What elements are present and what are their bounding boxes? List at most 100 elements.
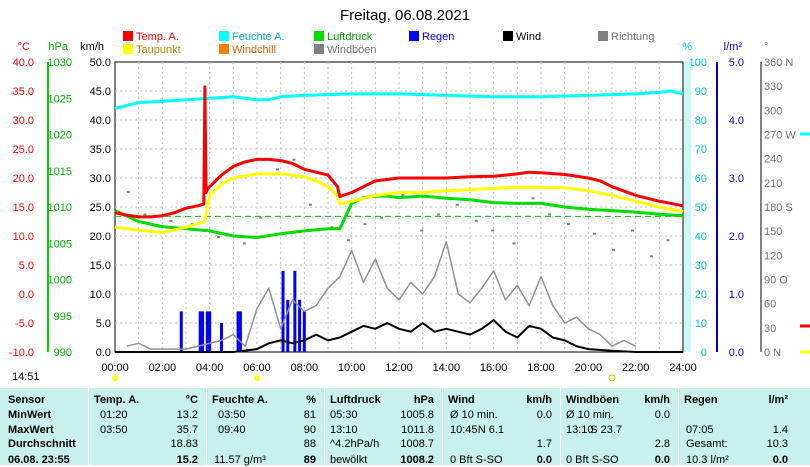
pressure-tick-label: 1000 [48,275,72,287]
humidity-header: Feuchte A. [212,394,268,406]
direction-point [275,168,279,171]
humidity-unit: % [682,41,692,53]
humidity-tick-label: 10 [695,318,707,330]
legend-label: Taupunkt [136,44,181,56]
temp-tick-label: 35.0 [13,86,34,98]
direction-tick-label: 330 [764,81,782,93]
rain-tick-label: 5.0 [729,57,744,69]
direction-tick-label: 120 [764,250,782,262]
temp-tick-label: 10.0 [13,231,34,243]
x-tick-label: 14:00 [433,362,461,374]
humidity-time: 03:50 [218,409,246,421]
legend-swatch [409,31,419,41]
humidity-time: 09:40 [218,424,246,436]
rain-bar [293,270,297,352]
x-tick-label: 04:00 [196,362,224,374]
temp-tick-label: 0.0 [19,289,34,301]
legend-swatch [314,31,324,41]
humidity-absolute: 11.57 g/m³ [214,454,266,466]
direction-point [420,229,424,232]
legend-label: Wind [516,31,542,43]
pressure-tick-label: 995 [54,311,72,323]
rain-bar [198,311,202,352]
wind-tick-label: 30.0 [90,173,111,185]
wind-label: 10:45 [450,424,478,436]
direction-tick-label: 210 [764,178,782,190]
pressure-value: 1008.7 [400,438,434,450]
humidity-tick-label: 100 [689,57,707,69]
sunset-marker [608,374,616,382]
direction-point [309,203,313,206]
rain-bar [302,311,306,352]
legend-item: Regen [409,31,454,44]
wind-value: 0.0 [536,409,552,421]
humidity-value: 89 [303,454,316,466]
legend-swatch [219,31,229,41]
wind-label: Ø 10 min. [450,409,498,421]
wind-tick-label: 50.0 [90,57,111,69]
x-tick-label: 12:00 [385,362,413,374]
humidity-value: 90 [303,424,316,436]
wind-header: Wind [448,394,475,406]
direction-point [531,197,535,200]
rain-tick-label: 4.0 [729,115,744,127]
temp-tick-label: 25.0 [13,144,34,156]
direction-point [491,229,495,232]
gust-value: 0.0 [654,454,670,466]
legend-item: Luftdruck [314,31,372,44]
legend-item: Richtung [598,31,654,44]
legend-swatch [314,44,324,54]
wind-unit: km/h [80,41,104,53]
humidity-tick-label: 80 [695,115,707,127]
temp-tick-label: 40.0 [13,57,34,69]
temp-time: 03:50 [100,424,128,436]
legend-label: Luftdruck [327,31,373,43]
direction-point [567,223,571,226]
rain-header: Regen [684,394,718,406]
gust-unit: km/h [644,394,670,406]
series-line [114,172,684,234]
stats-divider [206,388,207,465]
pressure-unit: hPa [48,41,68,53]
pressure-header: Luftdruck [330,394,381,406]
gust-value: 2.8 [654,438,670,450]
rain-label: 07:05 [686,424,714,436]
direction-point [126,190,130,193]
direction-point [630,229,634,232]
direction-point [242,242,246,245]
wind-tick-label: 25.0 [90,202,111,214]
pressure-tick-label: 1005 [48,238,72,250]
direction-point [363,223,367,226]
x-tick-label: 06:00 [243,362,271,374]
series-line [114,89,684,110]
series-line [115,319,683,353]
legend-swatch [503,31,513,41]
rain-bar [236,311,240,352]
wind-tick-label: 40.0 [90,115,111,127]
direction-point [216,236,220,238]
direction-tick-label: 30 [764,323,776,335]
legend-item: Taupunkt [123,44,181,57]
pressure-tick-label: 1025 [48,93,72,105]
rain-value: 1.4 [772,424,788,436]
rain-tick-label: 3.0 [729,173,744,185]
legend-swatch [123,31,133,41]
wind-tick-label: 10.0 [90,289,111,301]
pressure-value: 1008.2 [400,454,434,466]
rain-bar [179,311,183,352]
legend-label: Windböen [327,44,377,56]
x-tick-label: 08:00 [291,362,319,374]
humidity-tick-label: 30 [695,260,707,272]
humidity-tick-label: 70 [695,144,707,156]
legend-label: Windchill [232,44,277,56]
legend-swatch [219,44,229,54]
direction-point [474,219,478,222]
wind-unit: km/h [526,394,552,406]
direction-point [259,216,263,219]
weather-chart: 40.0 35.0 30.0 25.0 20.0 15.0 10.0 5.0 0.0 -5.0 -1… [9,41,810,382]
direction-point [455,203,459,206]
rain-bar [205,311,209,352]
series-line [126,241,637,350]
stats-header: Sensor [8,394,46,406]
wind-direction: N 6.1 [477,424,504,436]
